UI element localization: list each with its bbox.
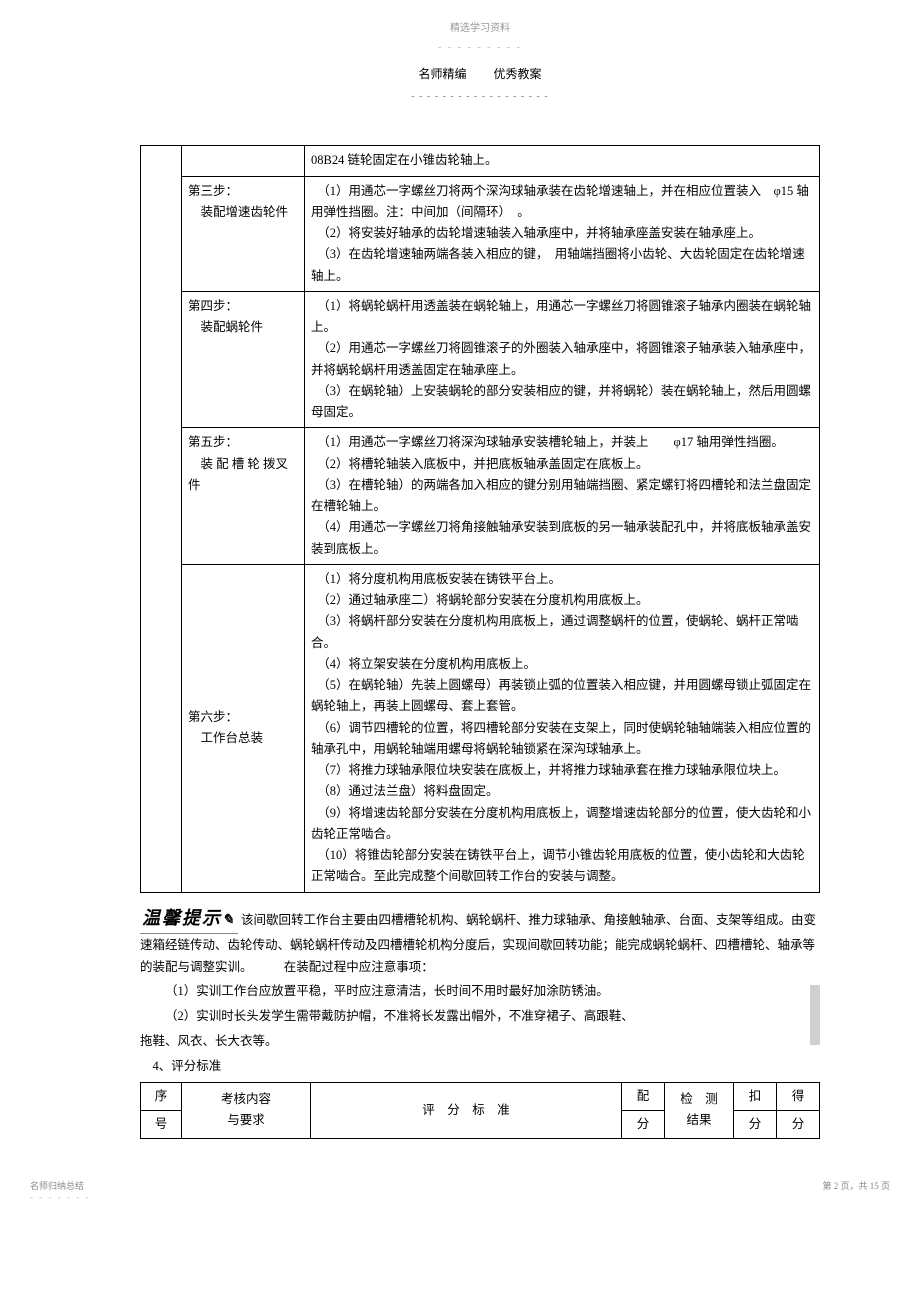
header-line: 名师精编 优秀教案 bbox=[140, 64, 820, 84]
table-row: 第四步： 装配蜗轮件 （1）将蜗轮蜗杆用透盖装在蜗轮轴上，用通芯一字螺丝刀将圆锥… bbox=[141, 291, 820, 428]
section4-title: 4、评分标准 bbox=[140, 1056, 820, 1077]
footer-left: 名师归纳总结 bbox=[30, 1179, 84, 1192]
score-h7b: 分 bbox=[777, 1110, 820, 1138]
score-h2a: 考核内容 与要求 bbox=[182, 1082, 311, 1139]
step3-label: 第三步： 装配增速齿轮件 bbox=[182, 176, 305, 291]
left-gutter bbox=[141, 146, 182, 892]
score-h3: 评 分 标 准 bbox=[311, 1082, 622, 1139]
step4-label: 第四步： 装配蜗轮件 bbox=[182, 291, 305, 428]
hint-block: 温馨提示✎ 该间歇回转工作台主要由四槽槽轮机构、蜗轮蜗杆、推力球轴承、角接触轴承… bbox=[140, 903, 820, 979]
table-row: 第六步： 工作台总装 （1）将分度机构用底板安装在铸铁平台上。 （2）通过轴承座… bbox=[141, 564, 820, 892]
pen-icon: ✎ bbox=[222, 913, 236, 928]
score-h1b: 号 bbox=[141, 1110, 182, 1138]
step4-content: （1）将蜗轮蜗杆用透盖装在蜗轮轴上，用通芯一字螺丝刀将圆锥滚子轴承内圈装在蜗轮轴… bbox=[305, 291, 820, 428]
step-label-cell bbox=[182, 146, 305, 176]
score-h5a-t: 检 测 bbox=[669, 1089, 729, 1110]
table-row: 08B24 链轮固定在小锥齿轮轴上。 bbox=[141, 146, 820, 176]
hint-p1: 该间歇回转工作台主要由四槽槽轮机构、蜗轮蜗杆、推力球轴承、角接触轴承、台面、支架… bbox=[140, 913, 816, 975]
score-h4b: 分 bbox=[622, 1110, 665, 1138]
step5-label: 第五步： 装 配 槽 轮 拨叉件 bbox=[182, 428, 305, 565]
hint-p3: （2）实训时长头发学生需带戴防护帽，不准将长发露出帽外，不准穿裙子、高跟鞋、 bbox=[140, 1006, 820, 1027]
side-bar bbox=[810, 985, 820, 1045]
hint-label: 温馨提示✎ bbox=[140, 903, 238, 935]
step6-content: （1）将分度机构用底板安装在铸铁平台上。 （2）通过轴承座二）将蜗轮部分安装在分… bbox=[305, 564, 820, 892]
step-content-cell: 08B24 链轮固定在小锥齿轮轴上。 bbox=[305, 146, 820, 176]
footer-dashes: - - - - - - - bbox=[30, 1192, 890, 1202]
score-h6a: 扣 bbox=[734, 1082, 777, 1110]
score-h2b-t: 与要求 bbox=[186, 1110, 306, 1131]
score-h6b: 分 bbox=[734, 1110, 777, 1138]
score-h4a: 配 bbox=[622, 1082, 665, 1110]
score-h5: 检 测 结果 bbox=[665, 1082, 734, 1139]
table-row: 第五步： 装 配 槽 轮 拨叉件 （1）用通芯一字螺丝刀将深沟球轴承安装槽轮轴上… bbox=[141, 428, 820, 565]
watermark-top: 精选学习资料 bbox=[140, 20, 820, 37]
score-h1a: 序 bbox=[141, 1082, 182, 1110]
score-h2a-t: 考核内容 bbox=[186, 1089, 306, 1110]
table-row: 序 考核内容 与要求 评 分 标 准 配 检 测 结果 扣 得 bbox=[141, 1082, 820, 1110]
header-right: 优秀教案 bbox=[494, 67, 542, 81]
header-left: 名师精编 bbox=[418, 67, 466, 81]
step6-label: 第六步： 工作台总装 bbox=[182, 564, 305, 892]
footer: 名师归纳总结 第 2 页，共 15 页 - - - - - - - bbox=[0, 1159, 920, 1212]
hint-p2: （1）实训工作台应放置平稳，平时应注意清洁，长时间不用时最好加涂防锈油。 bbox=[140, 981, 820, 1002]
steps-table: 08B24 链轮固定在小锥齿轮轴上。 第三步： 装配增速齿轮件 （1）用通芯一字… bbox=[140, 145, 820, 892]
header-underline: - - - - - - - - - - - - - - - - - - bbox=[140, 88, 820, 105]
step5-content: （1）用通芯一字螺丝刀将深沟球轴承安装槽轮轴上，并装上 φ17 轴用弹性挡圈。 … bbox=[305, 428, 820, 565]
score-h7a: 得 bbox=[777, 1082, 820, 1110]
hint-p4: 拖鞋、风衣、长大衣等。 bbox=[140, 1031, 820, 1052]
footer-right: 第 2 页，共 15 页 bbox=[822, 1179, 890, 1192]
dashes-top: - - - - - - - - - bbox=[140, 39, 820, 56]
score-table: 序 考核内容 与要求 评 分 标 准 配 检 测 结果 扣 得 号 分 分 分 bbox=[140, 1082, 820, 1140]
score-h5b-t: 结果 bbox=[669, 1110, 729, 1131]
step3-content: （1）用通芯一字螺丝刀将两个深沟球轴承装在齿轮增速轴上，并在相应位置装入 φ15… bbox=[305, 176, 820, 291]
table-row: 第三步： 装配增速齿轮件 （1）用通芯一字螺丝刀将两个深沟球轴承装在齿轮增速轴上… bbox=[141, 176, 820, 291]
